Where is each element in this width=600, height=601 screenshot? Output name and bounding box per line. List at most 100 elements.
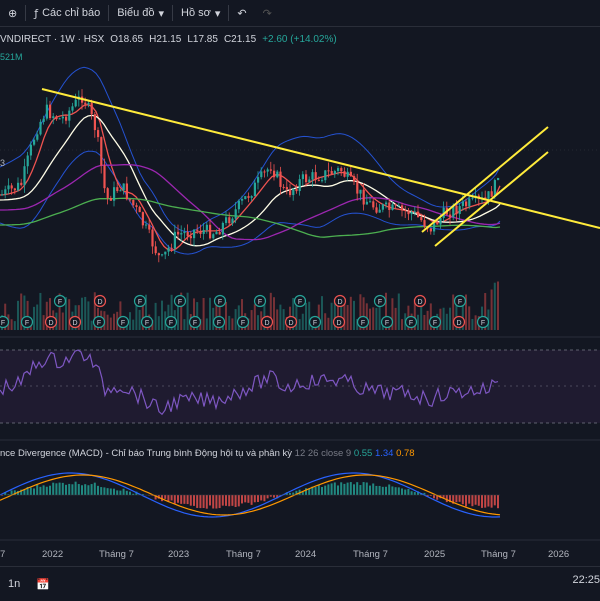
volume-bar [427, 311, 429, 330]
undo-button[interactable]: ↶ [229, 0, 254, 26]
volume-bar [39, 293, 41, 330]
candle-body [148, 225, 150, 230]
macd-histogram-bar [340, 482, 342, 495]
add-symbol-button[interactable]: ⊕ [0, 0, 25, 26]
candle-body [27, 155, 29, 166]
macd-histogram-bar [103, 487, 105, 495]
event-marker-letter: F [409, 320, 413, 327]
macd-histogram-bar [231, 495, 233, 506]
price-scale-label: 3 [0, 158, 5, 168]
macd-histogram-bar [71, 484, 73, 495]
candle-body [247, 196, 249, 198]
volume-bar [468, 306, 470, 330]
macd-histogram-bar [55, 483, 57, 495]
candle-body [407, 211, 409, 214]
volume-bar [423, 315, 425, 330]
event-marker-letter: D [337, 299, 342, 306]
candle-body [337, 168, 339, 171]
candle-body [49, 105, 51, 118]
event-marker-letter: F [298, 299, 302, 306]
candle-body [411, 212, 413, 214]
event-marker-letter: F [138, 299, 142, 306]
candle-body [164, 252, 166, 255]
candle-body [43, 119, 45, 122]
candle-body [129, 199, 131, 200]
volume-bar [446, 314, 448, 330]
volume-bar [299, 319, 301, 330]
volume-bar [129, 312, 131, 330]
candle-body [404, 210, 406, 211]
profile-button[interactable]: Hồ sơ ▾ [173, 0, 228, 26]
macd-histogram-bar [196, 495, 198, 508]
macd-histogram-bar [126, 491, 128, 495]
close-value: C21.15 [224, 34, 256, 48]
macd-histogram-bar [183, 495, 185, 504]
macd-histogram-bar [407, 489, 409, 495]
macd-histogram-bar [462, 495, 464, 504]
candle-body [215, 232, 217, 234]
candle-body [468, 198, 470, 206]
candle-body [4, 189, 6, 194]
event-marker-letter: F [169, 320, 173, 327]
candle-body [430, 228, 432, 231]
timeframe-button[interactable]: 1n [0, 578, 28, 590]
indicators-button[interactable]: ƒ Các chỉ báo [26, 0, 108, 26]
volume-bar [347, 305, 349, 330]
candle-body [177, 232, 179, 235]
candle-body [487, 191, 489, 198]
candle-body [94, 114, 96, 130]
event-marker-letter: F [378, 299, 382, 306]
volume-bar [443, 308, 445, 330]
candle-body [417, 212, 419, 217]
candle-body [244, 196, 246, 199]
candle-body [238, 201, 240, 210]
macd-histogram-bar [199, 495, 201, 508]
macd-histogram-bar [411, 491, 413, 495]
event-marker-letter: F [458, 299, 462, 306]
volume-bar [110, 318, 112, 330]
candle-body [356, 182, 358, 194]
macd-histogram-bar [398, 487, 400, 495]
volume-bar [308, 302, 310, 330]
volume-bar [417, 315, 419, 330]
redo-button[interactable]: ↷ [255, 0, 280, 26]
volume-bar [279, 305, 281, 330]
macd-histogram-bar [177, 495, 179, 503]
trendline-resistance[interactable] [42, 89, 600, 228]
event-marker-letter: D [264, 320, 269, 327]
channel-line-lower[interactable] [435, 152, 548, 246]
macd-histogram-bar [327, 484, 329, 495]
macd-histogram-bar [324, 486, 326, 495]
macd-title[interactable]: nce Divergence (MACD) - Chỉ báo Trung bì… [0, 448, 292, 459]
indicators-label: Các chỉ báo [42, 7, 100, 19]
candle-body [283, 187, 285, 188]
macd-histogram-bar [59, 483, 61, 495]
candle-body [212, 234, 214, 238]
macd-histogram-bar [363, 482, 365, 495]
macd-histogram-bar [487, 495, 489, 507]
volume-bar [372, 307, 374, 330]
event-marker-letter: D [48, 320, 53, 327]
date-range-button[interactable]: 📅 [28, 578, 58, 591]
candle-body [363, 190, 365, 205]
macd-histogram-bar [78, 484, 80, 495]
candle-body [30, 145, 32, 156]
candle-body [350, 172, 352, 176]
candle-body [321, 180, 323, 181]
chart-type-button[interactable]: Biểu đồ ▾ [109, 0, 172, 26]
macd-histogram-bar [235, 495, 237, 507]
macd-histogram-bar [75, 482, 77, 495]
macd-histogram-bar [62, 483, 64, 495]
volume-bar [353, 301, 355, 330]
channel-line-upper[interactable] [422, 127, 548, 232]
macd-histogram-bar [414, 492, 416, 495]
volume-bar [283, 309, 285, 330]
event-marker-letter: D [336, 320, 341, 327]
symbol-label[interactable]: VNDIRECT · 1W · HSX [0, 34, 104, 48]
candle-body [462, 202, 464, 207]
event-marker-letter: F [241, 320, 245, 327]
candle-body [59, 118, 61, 119]
candle-body [279, 172, 281, 187]
candle-body [449, 215, 451, 218]
